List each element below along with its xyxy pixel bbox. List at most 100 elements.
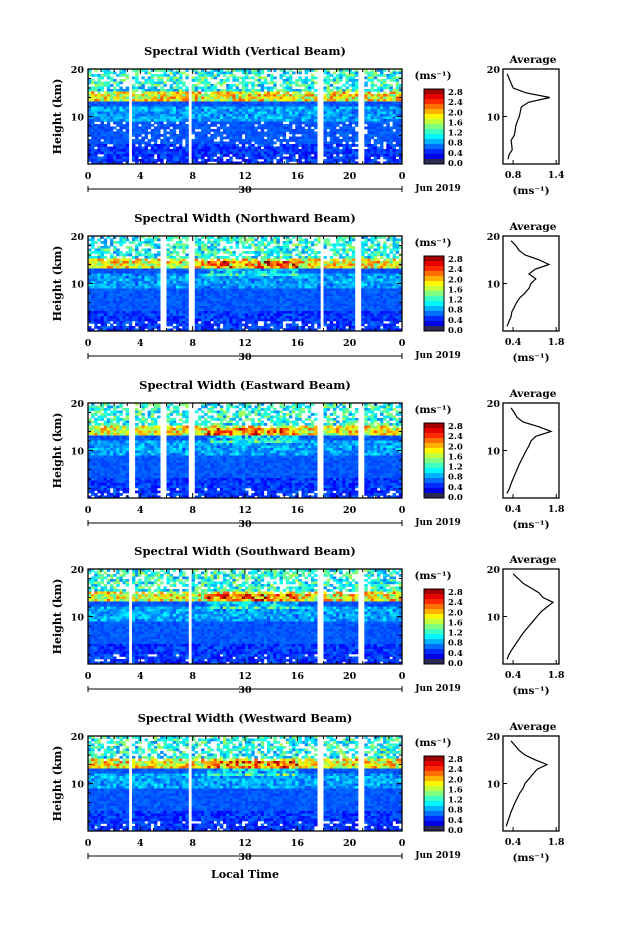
panel-northward: Spectral Width (Northward Beam) 10 20 Heigh… <box>51 211 565 364</box>
colorbar-tick-label: 2.0 <box>448 775 463 785</box>
colorbar-tick-label: 1.2 <box>448 463 463 473</box>
x-tick-label: 0 <box>85 505 92 516</box>
x-tick-label: 8 <box>189 171 196 182</box>
average-x-tick-label: 1.8 <box>548 670 565 681</box>
date-label: Jun 2019 <box>414 351 461 361</box>
colorbar-tick-label: 2.8 <box>448 588 463 598</box>
colorbar-unit: (ms⁻¹) <box>414 237 451 249</box>
date-label: Jun 2019 <box>414 851 461 861</box>
y-axis-label: Height (km) <box>51 746 64 822</box>
average-profile-line <box>506 407 553 494</box>
average-y-tick-label: 20 <box>487 399 501 410</box>
colorbar <box>423 588 445 665</box>
x-tick-label: 20 <box>343 671 357 682</box>
panel-title: Spectral Width (Vertical Beam) <box>144 44 346 58</box>
colorbar <box>423 88 445 165</box>
x-tick-label: 16 <box>291 671 305 682</box>
colorbar-tick-label: 0.0 <box>448 493 463 503</box>
colorbar-unit: (ms⁻¹) <box>414 570 451 582</box>
panel-vertical: Spectral Width (Vertical Beam) 10 20 Height… <box>51 44 565 197</box>
average-title: Average <box>509 54 557 66</box>
average-y-tick-label: 10 <box>487 613 501 624</box>
panel-title: Spectral Width (Southward Beam) <box>134 544 356 558</box>
date-label: Jun 2019 <box>414 184 461 194</box>
x-tick-label: 12 <box>238 338 251 349</box>
x-tick-label: 8 <box>189 838 196 849</box>
panel-southward: Spectral Width (Southward Beam) 10 20 Heigh… <box>51 544 565 697</box>
average-unit: (ms⁻¹) <box>512 685 549 697</box>
average-frame <box>502 402 560 499</box>
x-tick-label: 4 <box>137 338 144 349</box>
colorbar-tick-label: 0.8 <box>448 306 463 316</box>
day-label: 30 <box>238 685 252 696</box>
average-y-tick-label: 20 <box>487 232 501 243</box>
x-tick-label: 8 <box>189 505 196 516</box>
panel-title: Spectral Width (Northward Beam) <box>134 211 356 225</box>
y-tick-label: 20 <box>71 399 85 410</box>
y-axis-label: Height (km) <box>51 413 64 489</box>
average-x-tick-label: 1.8 <box>548 337 565 348</box>
colorbar <box>423 755 445 832</box>
colorbar-tick-label: 1.6 <box>448 452 463 462</box>
x-tick-label: 0 <box>85 838 92 849</box>
x-tick-label: 0 <box>85 338 92 349</box>
colorbar-unit: (ms⁻¹) <box>414 70 451 82</box>
average-y-tick-label: 20 <box>487 565 501 576</box>
x-tick-label: 4 <box>137 171 144 182</box>
average-profile-westward: Average 10 20 0.4 1.8 (ms⁻¹) <box>487 721 565 864</box>
average-x-tick-label: 0.4 <box>505 670 522 681</box>
y-tick-label: 10 <box>71 113 85 124</box>
average-unit: (ms⁻¹) <box>512 352 549 364</box>
average-x-tick-label: 1.8 <box>548 504 565 515</box>
colorbar-tick-label: 1.2 <box>448 796 463 806</box>
colorbar-tick-label: 2.0 <box>448 275 463 285</box>
y-tick-label: 20 <box>71 565 85 576</box>
colorbar-tick-label: 2.8 <box>448 255 463 265</box>
x-tick-label: 12 <box>238 671 251 682</box>
average-y-tick-label: 10 <box>487 780 501 791</box>
average-x-tick-label: 1.8 <box>548 837 565 848</box>
average-profile-vertical: Average 10 20 0.8 1.4 (ms⁻¹) <box>487 54 565 197</box>
colorbar-tick-label: 0.4 <box>448 816 463 826</box>
average-title: Average <box>509 388 557 400</box>
x-tick-label: 12 <box>238 505 251 516</box>
average-x-tick-label: 0.4 <box>505 337 522 348</box>
x-tick-label: 12 <box>238 171 251 182</box>
colorbar-tick-label: 0.0 <box>448 826 463 836</box>
y-tick-label: 10 <box>71 280 85 291</box>
average-unit: (ms⁻¹) <box>512 185 549 197</box>
x-tick-label: 16 <box>291 838 305 849</box>
colorbar-tick-label: 1.2 <box>448 629 463 639</box>
average-y-tick-label: 20 <box>487 65 501 76</box>
x-tick-label: 12 <box>238 838 251 849</box>
x-axis-title: Local Time <box>211 868 279 881</box>
panel-title: Spectral Width (Westward Beam) <box>138 711 353 725</box>
colorbar-tick-label: 2.4 <box>448 265 463 275</box>
panel-westward: Spectral Width (Westward Beam) 10 20 Height… <box>51 711 565 864</box>
colorbar-unit: (ms⁻¹) <box>414 404 451 416</box>
colorbar-tick-label: 0.4 <box>448 149 463 159</box>
colorbar-tick-label: 0.4 <box>448 483 463 493</box>
x-tick-label: 8 <box>189 338 196 349</box>
day-label: 30 <box>238 352 252 363</box>
day-label: 30 <box>238 185 252 196</box>
x-tick-label: 16 <box>291 505 305 516</box>
x-tick-label: 0 <box>85 171 92 182</box>
x-tick-label: 16 <box>291 171 305 182</box>
colorbar-tick-label: 2.4 <box>448 765 463 775</box>
x-tick-label: 20 <box>343 338 357 349</box>
average-y-tick-label: 10 <box>487 280 501 291</box>
day-label: 30 <box>238 852 252 863</box>
colorbar-tick-label: 0.8 <box>448 806 463 816</box>
average-profile-southward: Average 10 20 0.4 1.8 (ms⁻¹) <box>487 554 565 697</box>
x-tick-label: 20 <box>343 505 357 516</box>
colorbar-tick-label: 2.4 <box>448 598 463 608</box>
average-profile-line <box>506 573 555 660</box>
average-frame <box>502 735 560 832</box>
average-x-tick-label: 0.4 <box>505 504 522 515</box>
x-tick-label: 20 <box>343 171 357 182</box>
colorbar-tick-label: 1.6 <box>448 118 463 128</box>
colorbar-tick-label: 2.8 <box>448 755 463 765</box>
colorbar <box>423 255 445 332</box>
colorbar-tick-label: 2.4 <box>448 432 463 442</box>
